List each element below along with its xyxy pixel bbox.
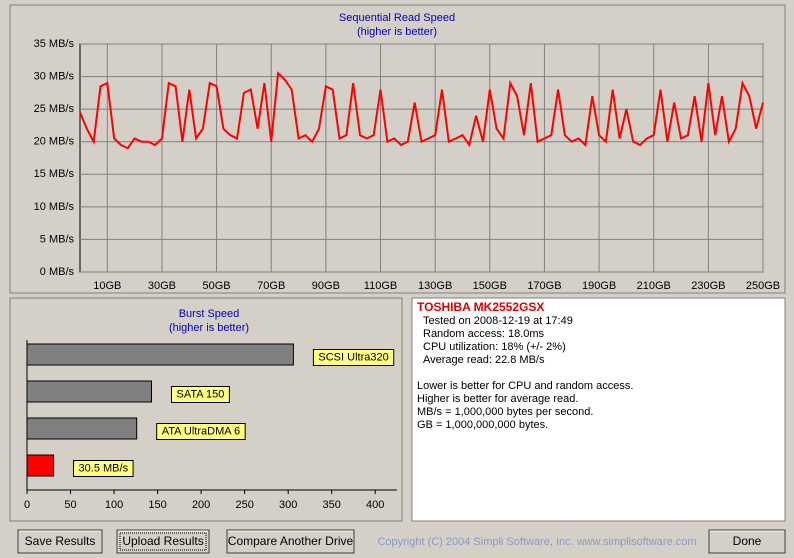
y-tick-label: 0 MB/s (40, 266, 75, 278)
x-tick-label: 130GB (418, 280, 452, 292)
label-box (312, 349, 395, 366)
y-tick-label: 15 MB/s (34, 168, 75, 180)
x-tick-label: 10GB (93, 280, 121, 292)
x-tick-label: 50 (64, 499, 76, 511)
x-tick-label: 70GB (257, 280, 285, 292)
drive-detail: Random access: 18.0ms (423, 328, 545, 340)
bar (26, 454, 55, 477)
button[interactable] (116, 529, 210, 554)
button[interactable] (17, 529, 103, 554)
x-tick-label: 250 (235, 499, 253, 511)
x-tick-label: 170GB (527, 280, 561, 292)
note: Lower is better for CPU and random acces… (417, 380, 633, 392)
button[interactable] (708, 529, 786, 554)
x-tick-label: 190GB (582, 280, 616, 292)
chart-subtitle: (higher is better) (169, 322, 249, 334)
note: MB/s = 1,000,000 bytes per second. (417, 406, 593, 418)
x-tick-label: 210GB (637, 280, 671, 292)
focus-ring (119, 532, 207, 551)
x-tick-label: 200 (192, 499, 210, 511)
chart-title: Burst Speed (179, 308, 240, 320)
x-tick-label: 230GB (691, 280, 725, 292)
x-tick-label: 110GB (364, 280, 397, 292)
bar (26, 417, 138, 440)
bar (26, 343, 294, 366)
read-speed-line (79, 71, 764, 150)
note: GB = 1,000,000,000 bytes. (417, 419, 548, 431)
button-label[interactable]: Compare Another Drive (228, 534, 354, 548)
x-tick-label: 30GB (148, 280, 176, 292)
copyright: Copyright (C) 2004 Simpli Software, Inc.… (377, 536, 696, 548)
x-tick-label: 150GB (473, 280, 507, 292)
bar-label: 30.5 MB/s (79, 462, 129, 474)
y-tick-label: 10 MB/s (34, 201, 75, 213)
y-tick-label: 5 MB/s (40, 233, 75, 245)
y-tick-label: 20 MB/s (34, 136, 75, 148)
x-tick-label: 250GB (746, 280, 780, 292)
burst-panel (9, 297, 403, 522)
drive-detail: Tested on 2008-12-19 at 17:49 (423, 315, 573, 327)
drive-name: TOSHIBA MK2552GSX (417, 300, 544, 314)
chart-title: Sequential Read Speed (339, 12, 455, 24)
x-tick-label: 400 (366, 499, 384, 511)
label-box (170, 386, 230, 403)
label-box (73, 460, 134, 477)
button-label[interactable]: Upload Results (122, 534, 203, 548)
label-box (156, 423, 246, 440)
button-label[interactable]: Done (733, 534, 762, 548)
bar-label: SATA 150 (176, 388, 224, 400)
x-tick-label: 100 (105, 499, 123, 511)
info-panel (411, 297, 786, 522)
y-tick-label: 25 MB/s (34, 103, 75, 115)
x-tick-label: 350 (323, 499, 341, 511)
drive-detail: CPU utilization: 18% (+/- 2%) (423, 341, 566, 353)
x-tick-label: 150 (148, 499, 166, 511)
note: Higher is better for average read. (417, 393, 578, 405)
x-tick-label: 50GB (203, 280, 231, 292)
y-tick-label: 35 MB/s (34, 38, 75, 50)
bar (26, 380, 152, 403)
button[interactable] (226, 529, 355, 554)
x-tick-label: 90GB (312, 280, 340, 292)
bar-label: SCSI Ultra320 (318, 351, 388, 363)
chart-subtitle: (higher is better) (357, 26, 437, 38)
drive-detail: Average read: 22.8 MB/s (423, 354, 545, 366)
bar-label: ATA UltraDMA 6 (162, 425, 240, 437)
x-tick-label: 300 (279, 499, 297, 511)
button-label[interactable]: Save Results (25, 534, 96, 548)
y-tick-label: 30 MB/s (34, 70, 75, 82)
x-tick-label: 0 (24, 499, 30, 511)
plot-area (79, 43, 764, 273)
